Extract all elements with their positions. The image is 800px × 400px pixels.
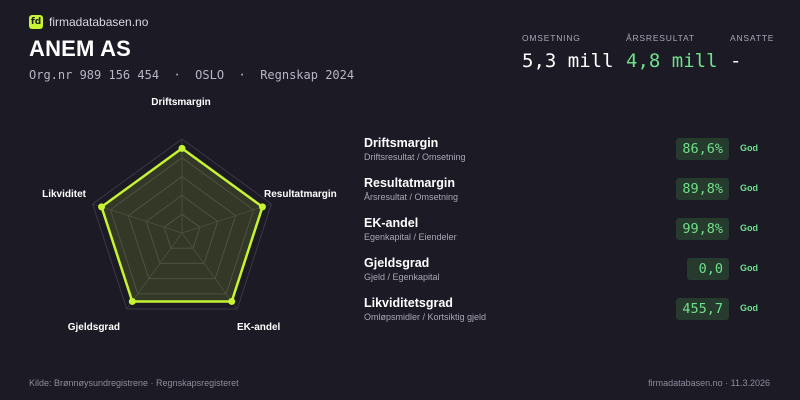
metric-value: 0,0 bbox=[687, 258, 729, 280]
footer-site-date[interactable]: firmadatabasen.no · 11.3.2026 bbox=[648, 378, 770, 388]
radar-label-driftsmargin: Driftsmargin bbox=[151, 97, 210, 108]
metric-subtitle: Årsresultat / Omsetning bbox=[364, 192, 459, 202]
metric-value: 99,8% bbox=[676, 218, 729, 240]
radar-axis-line-4 bbox=[126, 232, 183, 310]
radar-label-gjeldsgrad: Gjeldsgrad bbox=[68, 322, 120, 333]
kpi-label: ÅRSRESULTAT bbox=[626, 33, 695, 43]
radar-grid-ring-2 bbox=[145, 194, 219, 264]
radar-grid-ring-5 bbox=[92, 138, 272, 310]
kpi-omsetning: OMSETNING 5,3 mill bbox=[522, 33, 614, 72]
radar-point-1 bbox=[178, 144, 186, 152]
metric-rating-badge: God bbox=[740, 143, 758, 153]
metric-rating-badge: God bbox=[740, 183, 758, 193]
radar-point-2 bbox=[258, 203, 266, 211]
metric-rating-badge: God bbox=[740, 263, 758, 273]
kpi-arsresultat: ÅRSRESULTAT 4,8 mill bbox=[626, 33, 718, 72]
radar-grid-ring-3 bbox=[127, 175, 237, 280]
metric-value: 455,7 bbox=[676, 298, 729, 320]
metric-row-driftsmargin: Driftsmargin Driftsresultat / Omsetning … bbox=[364, 136, 774, 176]
metric-row-gjeldsgrad: Gjeldsgrad Gjeld / Egenkapital 0,0 God bbox=[364, 256, 774, 296]
radar-grid bbox=[92, 138, 272, 310]
metric-title: Driftsmargin bbox=[364, 136, 439, 150]
radar-label-ek-andel: EK-andel bbox=[237, 322, 281, 333]
metrics-list: Driftsmargin Driftsresultat / Omsetning … bbox=[364, 136, 774, 336]
brand-name: firmadatabasen.no bbox=[49, 15, 149, 29]
radar-grid-ring-1 bbox=[163, 213, 201, 249]
metric-rating-badge: God bbox=[740, 223, 758, 233]
radar-label-resultatmargin: Resultatmargin bbox=[264, 189, 337, 200]
kpi-value: - bbox=[730, 50, 742, 72]
radar-point-5 bbox=[98, 203, 106, 211]
footer-source: Kilde: Brønnøysundregistrene · Regnskaps… bbox=[29, 378, 239, 388]
radar-axis-line-3 bbox=[181, 232, 238, 310]
kpi-label: ANSATTE bbox=[730, 33, 775, 43]
metric-title: EK-andel bbox=[364, 216, 419, 230]
metric-subtitle: Driftsresultat / Omsetning bbox=[364, 152, 466, 162]
metric-row-ek-andel: EK-andel Egenkapital / Eiendeler 99,8% G… bbox=[364, 216, 774, 256]
metric-rating-badge: God bbox=[740, 303, 758, 313]
metric-subtitle: Omløpsmidler / Kortsiktig gjeld bbox=[364, 312, 487, 322]
metric-value: 89,8% bbox=[676, 178, 729, 200]
metric-value: 86,6% bbox=[676, 138, 729, 160]
radar-label-likviditet: Likviditet bbox=[42, 189, 87, 200]
metric-row-likviditetsgrad: Likviditetsgrad Omløpsmidler / Kortsikti… bbox=[364, 296, 774, 336]
metric-title: Likviditetsgrad bbox=[364, 296, 453, 310]
kpi-ansatte: ANSATTE - bbox=[730, 33, 774, 72]
brand[interactable]: fd firmadatabasen.no bbox=[29, 15, 148, 29]
metric-row-resultatmargin: Resultatmargin Årsresultat / Omsetning 8… bbox=[364, 176, 774, 216]
metric-title: Resultatmargin bbox=[364, 176, 455, 190]
radar-axis-line-5 bbox=[92, 203, 183, 234]
radar-points bbox=[98, 144, 266, 305]
radar-grid-ring-4 bbox=[109, 157, 255, 295]
kpi-label: OMSETNING bbox=[522, 33, 581, 43]
radar-shape bbox=[100, 147, 264, 303]
brand-logo-icon: fd bbox=[29, 15, 43, 29]
metric-subtitle: Gjeld / Egenkapital bbox=[364, 272, 440, 282]
company-meta: Org.nr 989 156 454 · OSLO · Regnskap 202… bbox=[29, 68, 355, 82]
kpi-value: 5,3 mill bbox=[522, 50, 614, 72]
company-name: ANEM AS bbox=[29, 36, 132, 61]
metric-title: Gjeldsgrad bbox=[364, 256, 430, 270]
radar-chart: Driftsmargin Resultatmargin EK-andel Gje… bbox=[42, 97, 337, 333]
radar-point-3 bbox=[228, 297, 236, 305]
radar-point-4 bbox=[128, 297, 136, 305]
radar-axis-line-2 bbox=[181, 203, 272, 234]
kpi-value: 4,8 mill bbox=[626, 50, 718, 72]
metric-subtitle: Egenkapital / Eiendeler bbox=[364, 232, 457, 242]
